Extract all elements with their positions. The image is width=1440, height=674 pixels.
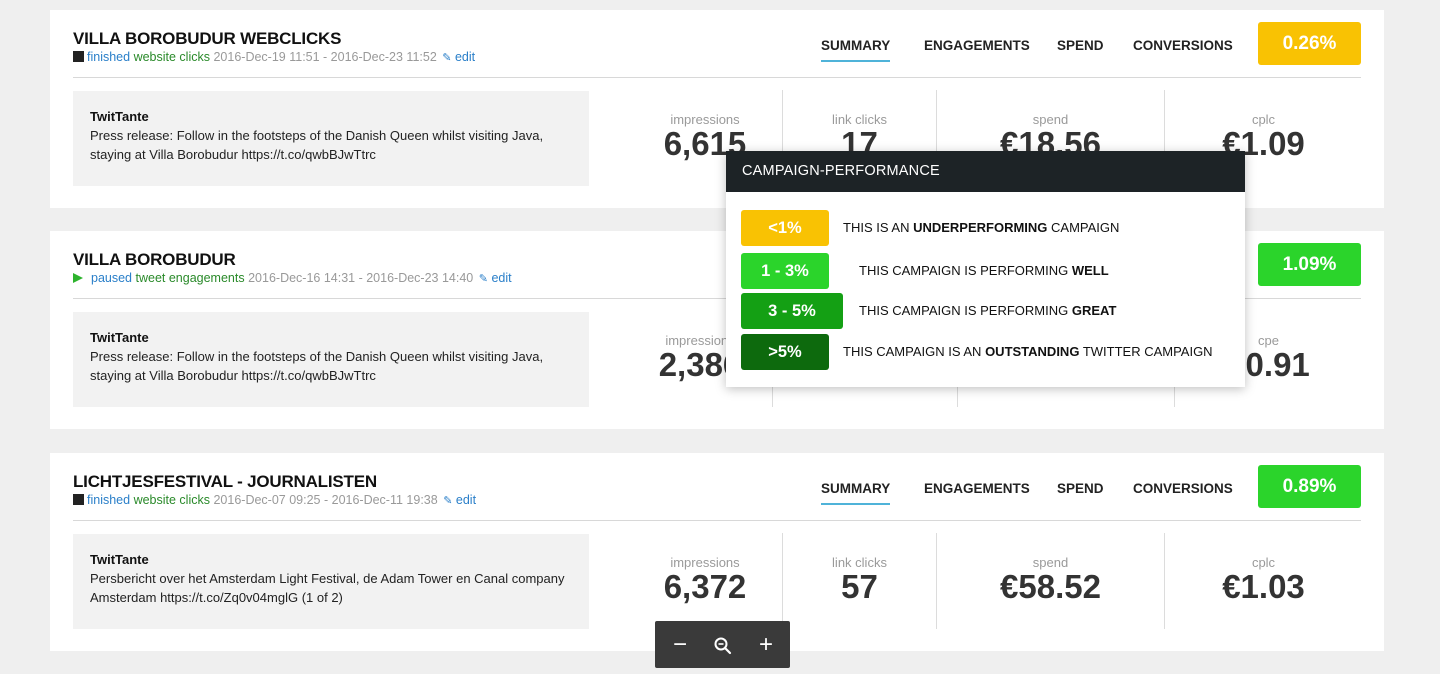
campaign-objective: tweet engagements — [135, 271, 245, 285]
tweet-author: TwitTante — [90, 552, 149, 567]
zoom-toolbar: − + — [655, 621, 790, 668]
campaign-status[interactable]: finished — [87, 493, 131, 507]
play-icon[interactable] — [73, 273, 83, 283]
campaign-subline: finished website clicks 2016-Dec-07 09:2… — [73, 493, 476, 507]
chip-outstanding: >5% — [741, 334, 829, 370]
legend-text: THIS CAMPAIGN IS PERFORMING — [859, 263, 1072, 278]
campaign-title[interactable]: VILLA BOROBUDUR — [73, 250, 236, 269]
tweet-author: TwitTante — [90, 109, 149, 124]
campaign-dates: 2016-Dec-16 14:31 - 2016-Dec-23 14:40 — [248, 271, 474, 285]
tweet-text: Press release: Follow in the footsteps o… — [90, 349, 544, 383]
tweet-text: Persbericht over het Amsterdam Light Fes… — [90, 571, 565, 605]
edit-link-label: edit — [455, 493, 477, 507]
metric-label: spend — [1032, 555, 1069, 570]
tab-bar: SUMMARY ENGAGEMENTS SPEND CONVERSIONS — [821, 481, 1241, 511]
metric-label: impressions — [670, 112, 740, 127]
tab-engagements[interactable]: ENGAGEMENTS — [924, 481, 1030, 496]
campaign-title[interactable]: LICHTJESFESTIVAL - JOURNALISTEN — [73, 472, 377, 491]
metric-value: €58.52 — [1000, 568, 1101, 605]
legend-text-outstanding: THIS CAMPAIGN IS AN OUTSTANDING TWITTER … — [843, 334, 1213, 370]
tab-spend[interactable]: SPEND — [1057, 481, 1104, 496]
card-header: VILLA BOROBUDUR paused tweet engagements… — [73, 231, 1361, 299]
metric-label: cplc — [1251, 555, 1276, 570]
metric-link-clicks: link clicks 57 — [782, 533, 936, 629]
tab-engagements[interactable]: ENGAGEMENTS — [924, 38, 1030, 53]
chip-well: 1 - 3% — [741, 253, 829, 289]
edit-link-label: edit — [491, 271, 512, 285]
edit-link-label: edit — [454, 50, 476, 64]
campaign-card: LICHTJESFESTIVAL - JOURNALISTEN finished… — [50, 453, 1384, 651]
tab-bar: SUMMARY ENGAGEMENTS SPEND CONVERSIONS — [821, 38, 1241, 68]
stop-icon — [73, 51, 84, 62]
legend-text-underperforming: THIS IS AN UNDERPERFORMING CAMPAIGN — [843, 210, 1119, 246]
metric-label: link clicks — [832, 555, 887, 570]
legend-text: THIS CAMPAIGN IS AN — [843, 344, 986, 359]
campaign-objective: website clicks — [133, 50, 210, 64]
metric-value: 57 — [841, 568, 878, 605]
campaign-subline: paused tweet engagements 2016-Dec-16 14:… — [73, 271, 512, 285]
popover-title: CAMPAIGN-PERFORMANCE — [726, 151, 1245, 192]
metric-label: cpe — [1258, 333, 1279, 348]
tab-conversions[interactable]: CONVERSIONS — [1133, 38, 1233, 53]
metric-value: €1.03 — [1222, 568, 1305, 605]
pencil-icon: ✎ — [442, 52, 452, 64]
pencil-icon: ✎ — [443, 495, 453, 507]
legend-emphasis: WELL — [1071, 263, 1109, 278]
zoom-out-button[interactable]: − — [672, 631, 687, 658]
edit-link[interactable]: ✎ edit — [443, 493, 476, 507]
tweet-author: TwitTante — [90, 330, 149, 345]
zoom-reset-button[interactable] — [708, 621, 738, 668]
legend-text: CAMPAIGN — [1047, 220, 1120, 235]
legend-text: THIS IS AN — [843, 220, 914, 235]
campaign-objective: website clicks — [133, 493, 210, 507]
campaign-dates: 2016-Dec-19 11:51 - 2016-Dec-23 11:52 — [213, 50, 437, 64]
performance-badge[interactable]: 0.26% — [1258, 22, 1361, 65]
legend-text-great: THIS CAMPAIGN IS PERFORMING GREAT — [859, 293, 1116, 329]
campaign-dates: 2016-Dec-07 09:25 - 2016-Dec-11 19:38 — [213, 493, 438, 507]
metric-label: spend — [1032, 112, 1069, 127]
metric-value: 6,372 — [663, 568, 747, 605]
campaign-title[interactable]: VILLA BOROBUDUR WEBCLICKS — [73, 29, 342, 48]
card-header: LICHTJESFESTIVAL - JOURNALISTEN finished… — [73, 453, 1361, 521]
campaign-performance-popover: CAMPAIGN-PERFORMANCE <1% THIS IS AN UNDE… — [726, 151, 1245, 387]
chip-great: 3 - 5% — [741, 293, 843, 329]
campaign-card: VILLA BOROBUDUR WEBCLICKS finished websi… — [50, 10, 1384, 208]
legend-text: THIS CAMPAIGN IS PERFORMING — [859, 303, 1072, 318]
tweet-preview: TwitTante Press release: Follow in the f… — [73, 91, 589, 186]
stop-icon — [73, 494, 84, 505]
tab-conversions[interactable]: CONVERSIONS — [1133, 481, 1233, 496]
metric-label: impressions — [665, 333, 735, 348]
legend-emphasis: OUTSTANDING — [985, 344, 1080, 359]
legend-text: TWITTER CAMPAIGN — [1079, 344, 1213, 359]
metric-label: cplc — [1251, 112, 1276, 127]
edit-link[interactable]: ✎ edit — [442, 50, 475, 64]
performance-badge[interactable]: 0.89% — [1258, 465, 1361, 508]
metric-impressions: impressions 6,372 — [625, 533, 785, 629]
metric-cplc: cplc €1.03 — [1164, 533, 1362, 629]
tab-summary[interactable]: SUMMARY — [821, 38, 891, 62]
zoom-in-button[interactable]: + — [758, 631, 773, 658]
metric-label: impressions — [670, 555, 740, 570]
tab-spend[interactable]: SPEND — [1057, 38, 1104, 53]
campaign-subline: finished website clicks 2016-Dec-19 11:5… — [73, 50, 475, 64]
campaign-status[interactable]: paused — [91, 271, 133, 285]
tweet-text: Press release: Follow in the footsteps o… — [90, 128, 544, 162]
tweet-preview: TwitTante Press release: Follow in the f… — [73, 312, 589, 407]
legend-emphasis: GREAT — [1071, 303, 1117, 318]
tab-summary[interactable]: SUMMARY — [821, 481, 891, 505]
tweet-preview: TwitTante Persbericht over het Amsterdam… — [73, 534, 589, 629]
metric-spend: spend €58.52 — [936, 533, 1164, 629]
legend-text-well: THIS CAMPAIGN IS PERFORMING WELL — [859, 253, 1109, 289]
campaign-status[interactable]: finished — [87, 50, 131, 64]
metric-label: link clicks — [832, 112, 887, 127]
pencil-icon: ✎ — [478, 273, 488, 285]
magnifier-icon — [714, 637, 732, 654]
legend-emphasis: UNDERPERFORMING — [913, 220, 1048, 235]
card-header: VILLA BOROBUDUR WEBCLICKS finished websi… — [73, 10, 1361, 78]
performance-badge[interactable]: 1.09% — [1258, 243, 1361, 286]
chip-underperforming: <1% — [741, 210, 829, 246]
edit-link[interactable]: ✎ edit — [479, 271, 512, 285]
